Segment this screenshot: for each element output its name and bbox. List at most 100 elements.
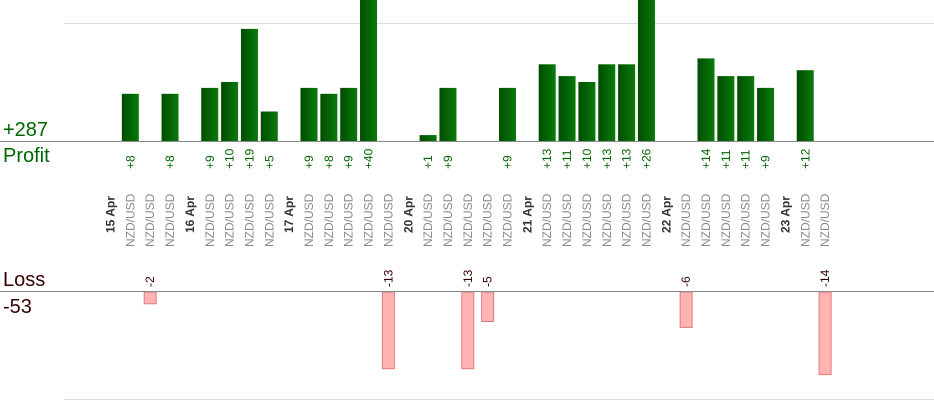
profit-bar [717, 76, 735, 141]
pair-label: NZD/USD [501, 193, 515, 247]
profit-bar [637, 0, 655, 141]
date-label: 16 Apr [183, 196, 197, 233]
profit-value-label: +19 [242, 148, 256, 169]
pair-label: NZD/USD [798, 193, 812, 247]
pair-label: NZD/USD [242, 193, 256, 247]
date-label: 20 Apr [401, 196, 415, 233]
grid-lines [64, 23, 934, 400]
profit-value-label: +9 [302, 155, 316, 169]
loss-bar [481, 291, 495, 322]
profit-bar [340, 87, 358, 141]
profit-value-label: +40 [362, 148, 376, 169]
pair-label: NZD/USD [818, 193, 832, 247]
profit-bar [558, 76, 576, 141]
profit-bar [439, 87, 457, 141]
pair-label: NZD/USD [203, 193, 217, 247]
loss-total: -53 [3, 296, 32, 318]
profit-bar [201, 87, 219, 141]
loss-bar [381, 291, 395, 370]
profit-value-label: +9 [342, 155, 356, 169]
date-label: 17 Apr [282, 196, 296, 233]
date-label: 22 Apr [659, 196, 673, 233]
profit-value-label: +11 [719, 149, 733, 169]
pair-label: NZD/USD [481, 193, 495, 247]
loss-value-label: -13 [381, 269, 395, 287]
profit-value-label: +10 [223, 148, 237, 169]
profit-bar [300, 87, 318, 141]
profit-value-label: +13 [540, 148, 554, 169]
profit-value-label: +1 [421, 155, 435, 169]
profit-bar [598, 64, 616, 141]
pair-label: NZD/USD [441, 193, 455, 247]
pair-label: NZD/USD [639, 193, 653, 247]
date-label: 21 Apr [520, 196, 534, 233]
pair-label: NZD/USD [421, 193, 435, 247]
profit-bar [320, 93, 338, 141]
pair-label: NZD/USD [262, 193, 276, 247]
profit-value-label: +26 [639, 148, 653, 169]
date-label: 23 Apr [778, 196, 792, 233]
pair-label: NZD/USD [123, 193, 137, 247]
loss-bar [143, 291, 157, 305]
bars [121, 0, 832, 376]
profit-value-label: +5 [262, 155, 276, 169]
pair-label: NZD/USD [302, 193, 316, 247]
pair-label: NZD/USD [381, 193, 395, 247]
pair-label: NZD/USD [342, 193, 356, 247]
profit-bar [161, 93, 179, 141]
profit-value-label: +9 [441, 155, 455, 169]
profit-value-label: +14 [699, 148, 713, 169]
loss-bar [679, 291, 693, 328]
labels: 15 Apr NZD/USD +8 NZD/USD -2 NZD/USD +8 16 Apr N… [104, 148, 833, 287]
profit-value-label: +8 [322, 155, 336, 169]
loss-bar [461, 291, 475, 370]
axes [0, 141, 934, 292]
profit-value-label: +8 [123, 155, 137, 169]
pair-label: NZD/USD [580, 193, 594, 247]
profit-value-label: +13 [620, 148, 634, 169]
loss-value-label: -14 [818, 269, 832, 287]
loss-value-label: -2 [143, 276, 157, 287]
profit-bar [360, 0, 378, 141]
profit-value-label: +8 [163, 155, 177, 169]
pair-label: NZD/USD [223, 193, 237, 247]
pair-label: NZD/USD [759, 193, 773, 247]
profit-bar [240, 28, 258, 141]
profit-bar [578, 82, 596, 141]
pair-label: NZD/USD [322, 193, 336, 247]
date-label: 15 Apr [104, 196, 118, 233]
pair-label: NZD/USD [560, 193, 574, 247]
pair-label: NZD/USD [461, 193, 475, 247]
loss-value-label: -13 [461, 269, 475, 287]
profit-value-label: +9 [501, 155, 515, 169]
profit-value-label: +10 [580, 148, 594, 169]
pair-label: NZD/USD [362, 193, 376, 247]
profit-bar [757, 87, 775, 141]
loss-value-label: -6 [679, 276, 693, 287]
loss-value-label: -5 [481, 276, 495, 287]
profit-value-label: +9 [759, 155, 773, 169]
loss-label: Loss [3, 269, 46, 291]
profit-bar [618, 64, 636, 141]
pair-label: NZD/USD [143, 193, 157, 247]
pair-label: NZD/USD [679, 193, 693, 247]
profit-value-label: +13 [600, 148, 614, 169]
profit-value-label: +12 [798, 148, 812, 169]
profit-bar [697, 58, 715, 141]
pair-label: NZD/USD [600, 193, 614, 247]
profit-value-label: +11 [739, 149, 753, 169]
profit-bar [221, 82, 239, 141]
profit-total: +287 [3, 119, 49, 141]
profit-bar [499, 87, 516, 141]
profit-label: Profit [3, 145, 50, 167]
pair-label: NZD/USD [699, 193, 713, 247]
loss-bar [818, 291, 832, 376]
pair-label: NZD/USD [620, 193, 634, 247]
profit-bar [737, 76, 755, 141]
profit-bar [796, 70, 814, 141]
profit-bar [538, 64, 556, 141]
pair-label: NZD/USD [719, 193, 733, 247]
profit-bar [419, 135, 437, 141]
profit-bar [260, 111, 278, 141]
